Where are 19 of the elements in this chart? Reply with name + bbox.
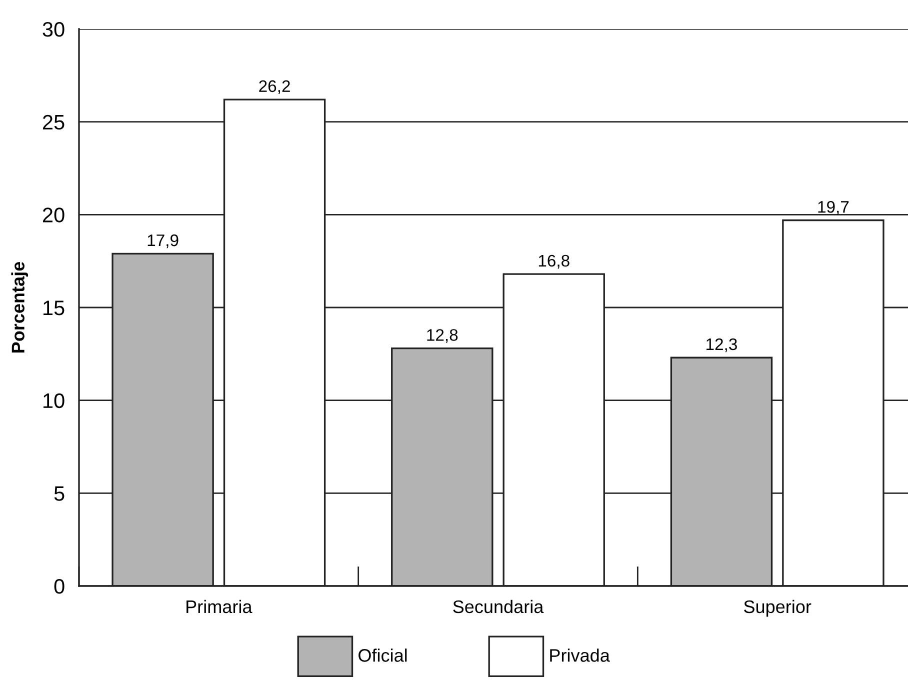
- data-label: 17,9: [148, 234, 178, 248]
- y-tick-label: 0: [54, 579, 64, 594]
- data-label: 26,2: [259, 80, 290, 94]
- y-tick-label: 25: [42, 114, 64, 130]
- y-tick-label: 20: [42, 208, 64, 222]
- x-tick-label: Secundaria: [453, 600, 544, 614]
- legend-label: Privada: [550, 648, 610, 662]
- data-label: 12,3: [706, 338, 737, 352]
- y-axis-title: Porcentaje: [11, 262, 28, 352]
- y-tick-label: 30: [42, 22, 64, 37]
- data-label: 12,8: [427, 329, 458, 343]
- y-tick-label: 5: [54, 486, 64, 501]
- x-tick-label: Superior: [744, 600, 812, 617]
- legend-label: Oficial: [358, 648, 407, 662]
- x-tick-label: Primaria: [186, 600, 252, 614]
- data-label: 19,7: [818, 200, 849, 215]
- y-tick-label: 15: [44, 300, 64, 316]
- y-tick-label: 10: [44, 393, 64, 408]
- data-label: 16,8: [538, 254, 570, 269]
